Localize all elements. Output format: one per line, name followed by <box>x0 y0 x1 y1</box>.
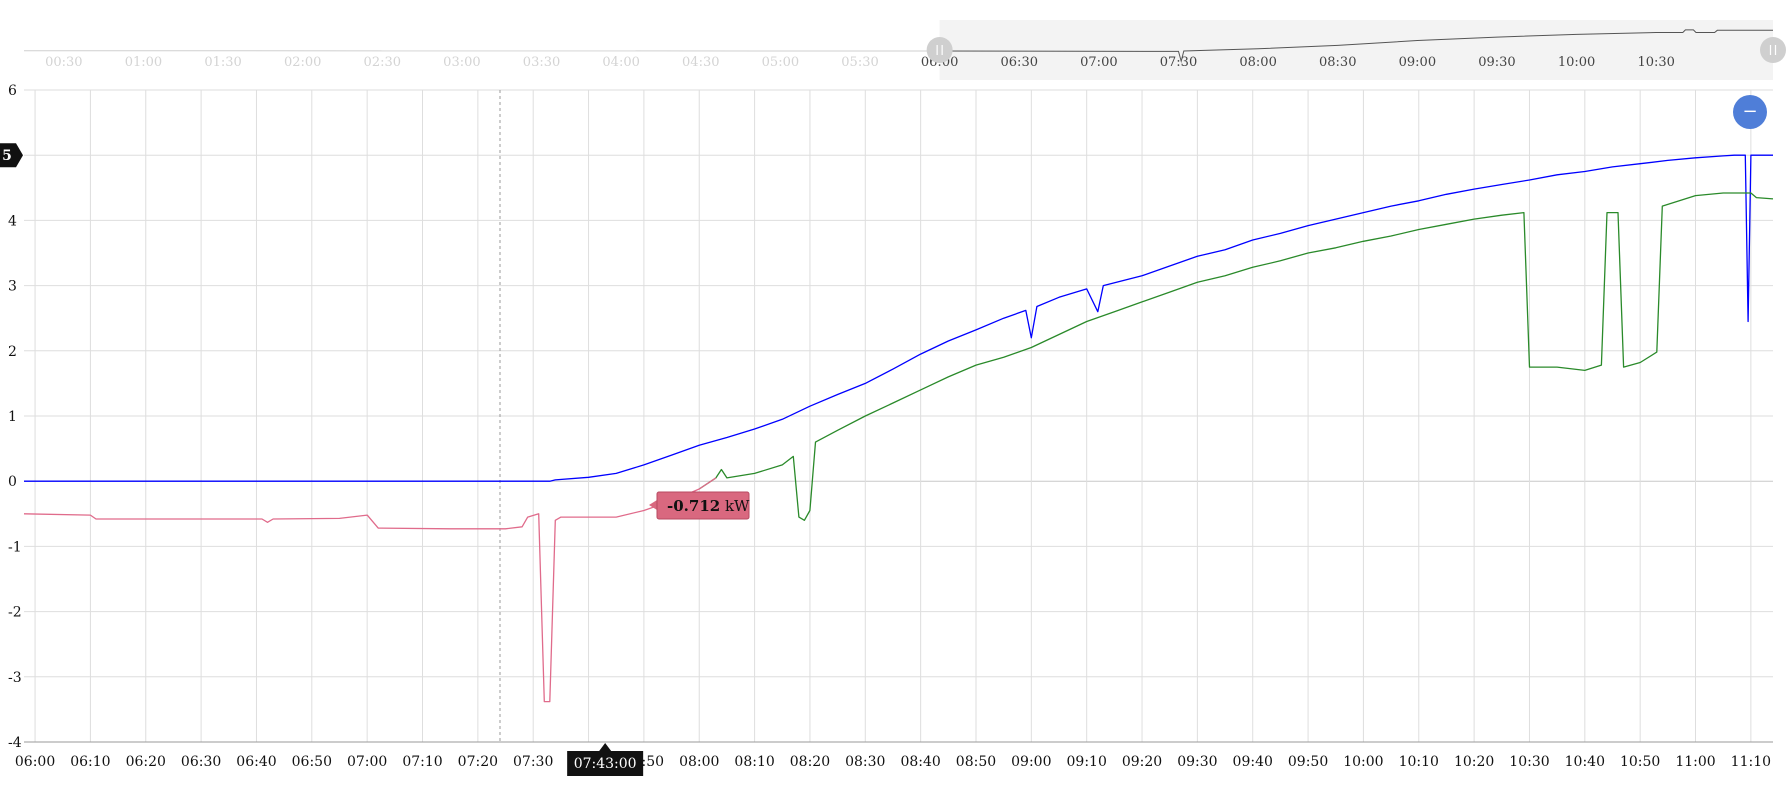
navigator-tick-label: 04:00 <box>602 55 639 70</box>
x-tick-label: 07:00 <box>347 754 387 770</box>
x-tick-label: 08:40 <box>900 754 940 770</box>
y-tick-label: 0 <box>8 474 17 490</box>
navigator-tick-label: 03:00 <box>443 55 480 70</box>
x-tick-label: 07:10 <box>402 754 442 770</box>
x-tick-label: 08:50 <box>956 754 996 770</box>
series-line-3 <box>24 478 716 702</box>
tooltip: -0.712 kW <box>649 492 750 519</box>
series-line-1 <box>24 155 1773 481</box>
x-tick-label: 08:10 <box>734 754 774 770</box>
handle-knob <box>927 37 953 63</box>
navigator-tick-label: 08:00 <box>1239 55 1276 70</box>
x-tick-label: 11:10 <box>1731 754 1771 770</box>
y-tick-label: -1 <box>8 539 22 555</box>
navigator-tick-label: 01:30 <box>204 55 241 70</box>
x-tick-label: 06:00 <box>15 754 55 770</box>
navigator-tick-label: 02:30 <box>364 55 401 70</box>
x-tick-label: 10:00 <box>1343 754 1383 770</box>
navigator-tick-label: 07:30 <box>1160 55 1197 70</box>
navigator[interactable]: 00:30 01:00 01:30 02:00 02:30 03:00 03:30 04:00… <box>24 20 1786 80</box>
x-tick-label: 10:40 <box>1565 754 1605 770</box>
crosshair-y-label: 5 <box>0 143 23 167</box>
x-tick-label: 06:20 <box>126 754 166 770</box>
navigator-tick-label: 02:00 <box>284 55 321 70</box>
x-tick-label: 06:10 <box>70 754 110 770</box>
x-tick-label: 09:00 <box>1011 754 1051 770</box>
navigator-tick-label: 05:30 <box>841 55 878 70</box>
y-axis: -4-3-2-10123456 <box>8 83 22 751</box>
y-tick-label: -4 <box>8 735 22 751</box>
tooltip-unit: kW <box>720 497 750 515</box>
crosshair-y-label-text: 5 <box>2 148 12 164</box>
navigator-tick-label: 09:00 <box>1399 55 1436 70</box>
x-tick-label: 08:30 <box>845 754 885 770</box>
navigator-tick-label: 06:30 <box>1001 55 1038 70</box>
navigator-tick-label: 01:00 <box>125 55 162 70</box>
series-line-2 <box>699 193 1773 520</box>
navigator-tick-label: 09:30 <box>1478 55 1515 70</box>
y-tick-label: -2 <box>8 605 22 621</box>
tooltip-text: -0.712 kW <box>667 497 750 515</box>
x-tick-label: 07:20 <box>458 754 498 770</box>
navigator-tick-label: 07:00 <box>1080 55 1117 70</box>
navigator-tick-label: 04:30 <box>682 55 719 70</box>
zoom-out-icon: − <box>1742 101 1757 122</box>
x-tick-label: 06:40 <box>236 754 276 770</box>
crosshair-x-label: 07:43:00 <box>567 743 643 776</box>
handle-knob <box>1760 37 1786 63</box>
x-tick-label: 11:00 <box>1675 754 1715 770</box>
zoom-out-button[interactable]: − <box>1733 95 1767 129</box>
navigator-tick-label: 08:30 <box>1319 55 1356 70</box>
crosshair-x-label-text: 07:43:00 <box>574 756 637 772</box>
x-tick-label: 10:50 <box>1620 754 1660 770</box>
navigator-tick-label: 05:00 <box>762 55 799 70</box>
navigator-tick-label: 10:00 <box>1558 55 1595 70</box>
x-tick-label: 10:20 <box>1454 754 1494 770</box>
navigator-tick-label: 10:30 <box>1637 55 1674 70</box>
grid <box>24 90 1773 742</box>
x-tick-label: 08:00 <box>679 754 719 770</box>
x-tick-label: 10:10 <box>1399 754 1439 770</box>
x-tick-label: 09:10 <box>1067 754 1107 770</box>
overlay: − 5 07:43:00 -0.712 kW <box>0 95 1767 776</box>
y-tick-label: 4 <box>8 213 17 229</box>
y-tick-label: 2 <box>8 344 17 360</box>
y-tick-label: 1 <box>8 409 17 425</box>
navigator-left-handle[interactable] <box>927 37 953 63</box>
tooltip-value: -0.712 <box>667 497 720 515</box>
navigator-right-handle[interactable] <box>1760 37 1786 63</box>
x-tick-label: 06:30 <box>181 754 221 770</box>
y-tick-label: 6 <box>8 83 17 99</box>
x-tick-label: 09:20 <box>1122 754 1162 770</box>
x-tick-label: 08:20 <box>790 754 830 770</box>
x-axis: 06:00 06:10 06:20 06:30 06:40 06:50 07:00 07:10… <box>15 754 1771 770</box>
x-tick-label: 07:30 <box>513 754 553 770</box>
x-tick-label: 09:30 <box>1177 754 1217 770</box>
y-tick-label: -3 <box>8 670 22 686</box>
navigator-tick-label: 03:30 <box>523 55 560 70</box>
navigator-selection[interactable] <box>940 20 1773 80</box>
x-tick-label: 10:30 <box>1509 754 1549 770</box>
x-tick-label: 09:50 <box>1288 754 1328 770</box>
x-tick-label: 06:50 <box>292 754 332 770</box>
y-tick-label: 3 <box>8 279 17 295</box>
series-layer <box>24 155 1773 701</box>
navigator-tick-label: 00:30 <box>45 55 82 70</box>
x-tick-label: 09:40 <box>1233 754 1273 770</box>
